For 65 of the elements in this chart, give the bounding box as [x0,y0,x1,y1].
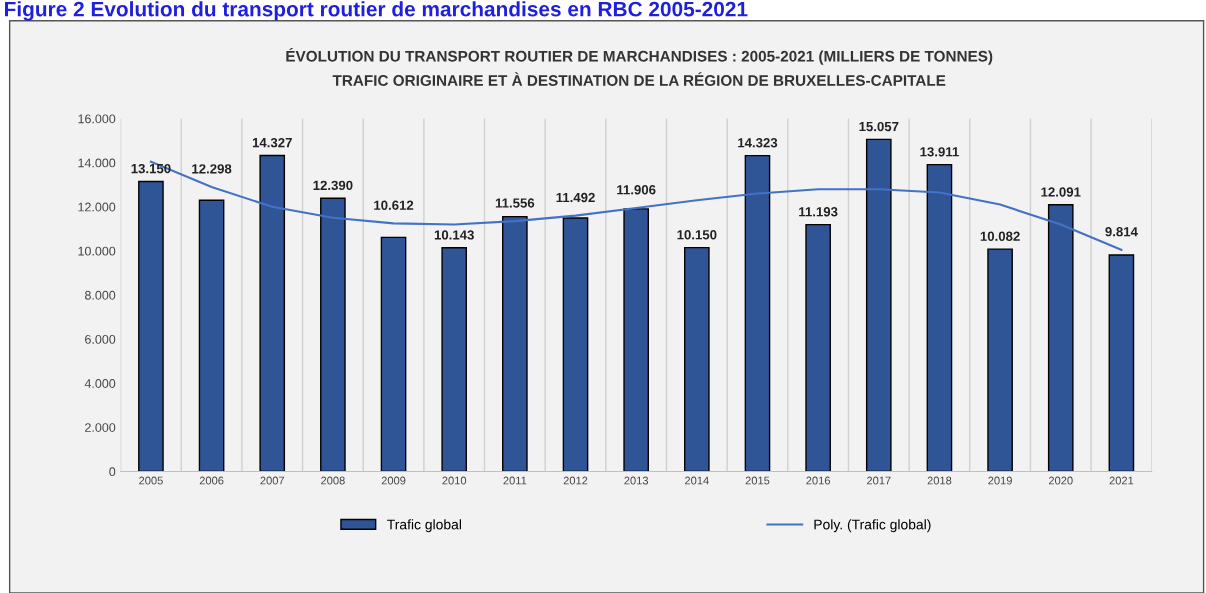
x-tick-label: 2017 [866,476,891,485]
x-tick-label: 2015 [745,476,770,485]
data-label: 11.906 [617,185,656,195]
x-tick-label: 2021 [1109,476,1134,485]
bar [865,138,892,472]
chart-title: ÉVOLUTION DU TRANSPORT ROUTIER DE MARCHANDISES : 2005-2021 (MILLIERS DE TONNES) [286,47,993,65]
data-label: 10.143 [434,230,474,240]
chart-subtitle: TRAFIC ORIGINAIRE ET À DESTINATION DE LA RÉGION DE BRUXELLES-CAPITALE [332,72,946,86]
y-tick-label: 4.000 [84,379,116,388]
x-tick-label: 2005 [139,476,163,485]
bar [562,217,589,472]
bar [744,154,771,472]
bar [1108,254,1135,472]
x-tick-label: 2012 [563,476,588,485]
data-label: 11.492 [556,192,595,203]
bar [502,215,528,472]
x-tick-label: 2016 [806,476,830,485]
bar [380,236,407,472]
data-label: 9.814 [1105,227,1138,237]
legend-label: Trafic global [387,519,461,533]
data-label: 12.298 [192,164,232,174]
x-tick-label: 2007 [260,476,285,485]
x-tick-label: 2010 [442,476,467,485]
y-tick-label: 10.000 [78,246,116,256]
data-label: 13.911 [920,147,959,157]
data-label: 13.150 [131,163,171,174]
data-label: 12.091 [1041,187,1081,197]
bar [441,247,468,472]
bar [1047,204,1074,472]
bar [138,180,164,472]
bar [259,154,286,472]
x-tick-label: 2008 [321,476,345,485]
y-tick-label: 12.000 [78,202,116,212]
data-label: 15.057 [859,121,899,132]
bar [320,197,346,472]
y-tick-label: 8.000 [85,290,116,300]
data-label: 10.612 [374,200,414,210]
x-tick-label: 2018 [927,476,952,485]
data-label: 14.327 [252,137,292,148]
x-tick-label: 2011 [503,476,527,485]
data-label: 10.082 [980,231,1020,241]
x-tick-label: 2020 [1048,476,1073,485]
y-tick-label: 16.000 [78,114,116,124]
x-tick-label: 2013 [624,476,649,485]
data-label: 10.150 [677,230,717,240]
x-tick-label: 2009 [381,476,406,485]
y-tick-label: 2.000 [85,423,116,432]
bar [198,199,225,472]
x-tick-label: 2014 [685,476,709,485]
data-label: 14.323 [738,138,778,148]
y-tick-label: 6.000 [85,334,116,344]
bar [683,246,710,472]
x-tick-label: 2019 [988,476,1012,485]
bar [987,248,1013,472]
bar [926,163,953,472]
data-label: 11.556 [495,198,535,208]
y-tick-label: 0 [109,467,116,477]
x-tick-label: 2006 [199,476,224,485]
bar [805,223,831,472]
data-label: 11.193 [799,207,838,217]
legend-label: Poly. (Trafic global) [814,519,931,533]
data-label: 12.390 [313,180,353,191]
caption: Figure 2 Evolution du transport routier de marchandises en RBC 2005-2021 [5,1,748,21]
bar [623,208,649,472]
y-tick-label: 14.000 [78,158,116,168]
